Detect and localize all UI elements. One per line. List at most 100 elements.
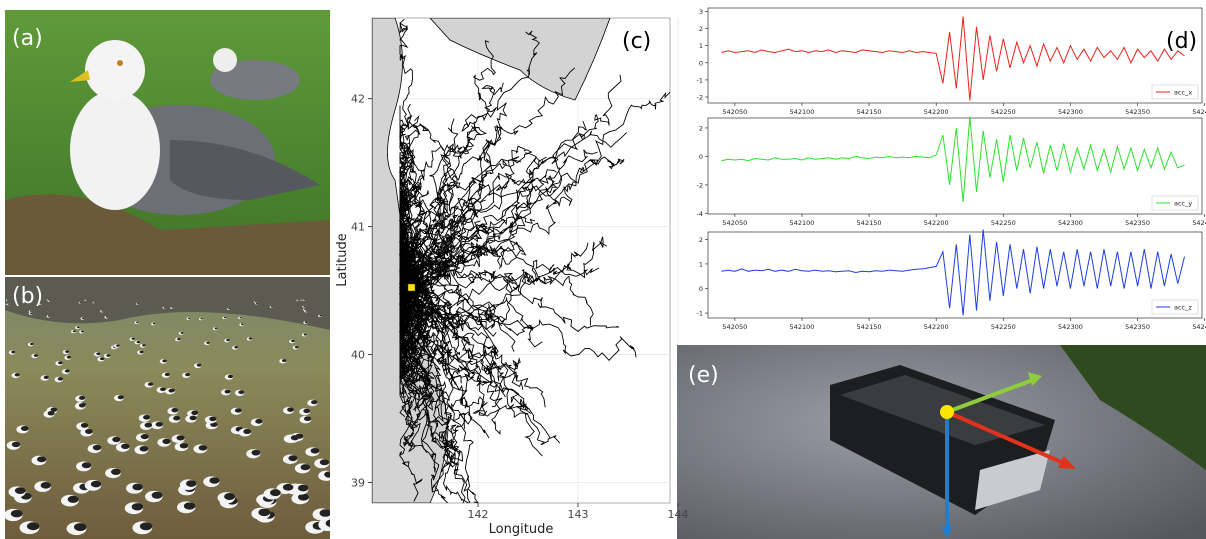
gull [6, 299, 9, 301]
gull [162, 359, 167, 363]
x-tick-label: 542400 [1192, 108, 1206, 116]
x-tick-label: 143 [568, 508, 589, 521]
x-tick-label: 542400 [1192, 323, 1206, 331]
gull [74, 523, 87, 532]
gull [234, 346, 239, 349]
gull [171, 408, 179, 413]
gull [171, 307, 174, 309]
track [408, 120, 588, 293]
gull [243, 429, 252, 435]
gull [304, 321, 308, 324]
x-tick-label: 542150 [857, 323, 882, 331]
track [408, 124, 504, 288]
legend-box [1151, 84, 1199, 100]
gull [227, 374, 234, 379]
legend-box [1151, 195, 1199, 211]
panel-label: (e) [688, 363, 719, 388]
gull [106, 354, 111, 357]
gull [180, 331, 184, 334]
gull [270, 489, 281, 497]
gull [224, 492, 236, 500]
gull [300, 464, 311, 471]
axis-arrow [946, 376, 1039, 414]
gull [223, 316, 227, 319]
track [406, 286, 497, 337]
track [398, 130, 417, 288]
gull [58, 361, 63, 365]
gull [226, 339, 230, 342]
y-tick-label: -2 [697, 181, 703, 189]
gull [151, 491, 163, 499]
gull [117, 395, 124, 400]
track [409, 276, 524, 390]
track [407, 241, 524, 301]
gull [303, 416, 312, 422]
gull [301, 299, 303, 301]
gull [305, 310, 308, 312]
gull [48, 300, 51, 302]
map-panel [371, 17, 679, 504]
gull [255, 302, 258, 305]
gull [50, 407, 58, 412]
x-tick-label: 542150 [857, 219, 882, 227]
y-tick-label: 1 [699, 260, 703, 268]
gull [81, 330, 85, 333]
gull [303, 333, 307, 336]
x-tick-label: 542100 [790, 323, 815, 331]
x-tick-label: 542300 [1058, 219, 1083, 227]
gull [206, 341, 210, 344]
panel-label: (d) [1166, 29, 1197, 54]
gull [131, 337, 135, 340]
gull [72, 330, 76, 333]
gull [160, 387, 166, 392]
gull [29, 310, 32, 312]
x-tick-label: 542050 [722, 108, 747, 116]
gull [187, 317, 191, 320]
x-tick-label: 142 [468, 508, 489, 521]
gull [111, 468, 121, 476]
data-line [721, 116, 1185, 202]
gull [5, 302, 7, 305]
gull [78, 395, 86, 400]
plot-frame [707, 231, 1203, 319]
track [407, 286, 543, 348]
gull [239, 316, 242, 319]
gull [164, 372, 170, 377]
gull [311, 400, 318, 405]
y-tick-label: 42 [351, 93, 365, 106]
gull [79, 301, 82, 303]
gull [319, 509, 330, 517]
y-tick-label: 39 [351, 477, 365, 490]
gull [29, 312, 33, 315]
gull [200, 317, 203, 320]
gull [33, 354, 39, 357]
sensor-origin [940, 405, 954, 419]
track [402, 286, 435, 422]
track [410, 91, 670, 289]
gull [10, 509, 23, 518]
gull [96, 352, 101, 356]
track [407, 275, 518, 328]
y-axis-label: Latitude [335, 233, 350, 287]
gull [121, 443, 130, 450]
gull [101, 310, 104, 312]
gull [270, 306, 273, 308]
gull [26, 522, 40, 531]
y-tick-label: -2 [697, 94, 703, 102]
track [399, 286, 419, 413]
track [408, 286, 561, 446]
gull [214, 327, 218, 330]
gull [78, 403, 86, 408]
legend-label: acc_y [1174, 200, 1192, 208]
x-tick-label: 542050 [722, 219, 747, 227]
gull [76, 326, 80, 329]
gull [294, 346, 299, 349]
gull [140, 433, 149, 440]
gull [30, 342, 34, 346]
gull [147, 382, 154, 386]
photo-e [677, 345, 1206, 539]
track [410, 169, 557, 294]
track [406, 286, 438, 357]
track [399, 286, 435, 454]
track [399, 267, 418, 343]
